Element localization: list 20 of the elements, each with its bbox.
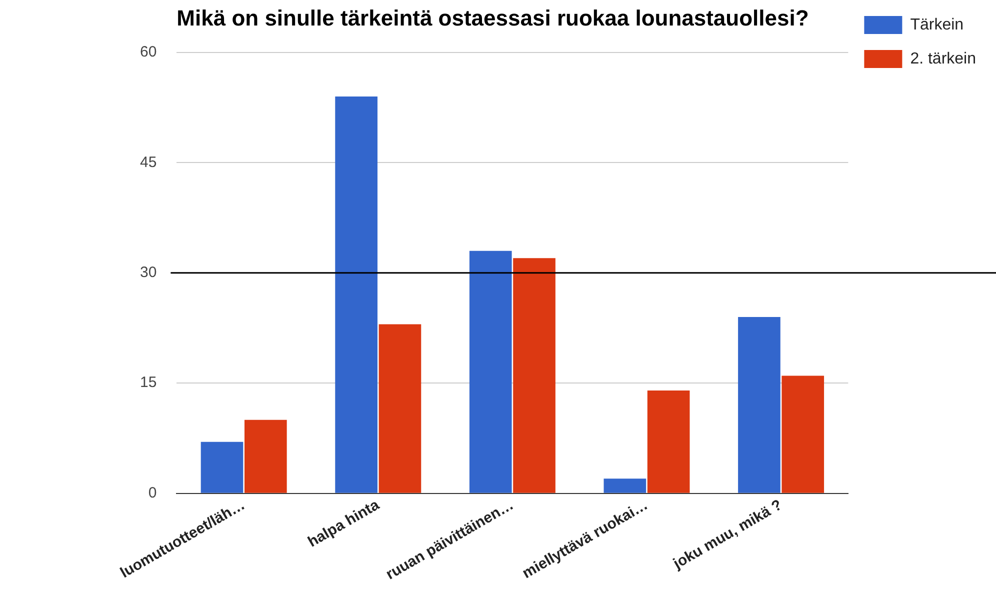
bar	[647, 390, 690, 493]
x-tick-label: joku muu, mikä ?	[670, 496, 786, 573]
y-tick-label: 30	[140, 264, 157, 281]
y-tick-label: 0	[148, 484, 157, 502]
x-tick-label: halpa hinta	[305, 496, 383, 551]
bar	[378, 324, 422, 493]
y-tick-label: 60	[140, 44, 157, 61]
bar	[513, 258, 556, 493]
bar	[782, 376, 824, 493]
bar	[738, 316, 780, 493]
y-tick-label: 45	[140, 154, 157, 171]
legend-label: 2. tärkein	[910, 50, 976, 68]
y-tick-label: 15	[140, 374, 157, 392]
bar	[244, 420, 287, 493]
chart-title: Mikä on sinulle tärkeintä ostaessasi ruokaa lounastauollesi?	[176, 5, 809, 30]
bar	[200, 442, 244, 493]
bar	[469, 250, 512, 493]
legend-label: Tärkein	[910, 16, 964, 34]
bar	[604, 478, 646, 493]
bar	[335, 96, 378, 493]
